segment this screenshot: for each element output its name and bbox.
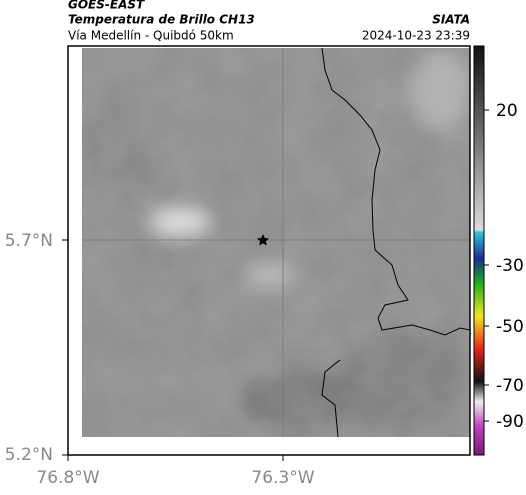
colorbar-label: -70 [496, 376, 524, 396]
subtitle: Temperatura de Brillo CH13 [68, 13, 255, 27]
colorbar-label: 20 [496, 101, 518, 121]
lon-label: 76.8°W [36, 468, 99, 488]
lon-label: 76.3°W [251, 468, 314, 488]
satellite-image [82, 48, 470, 437]
lat-label: 5.2°N [5, 445, 53, 465]
region: Vía Medellín - Quibdó 50km [68, 29, 234, 43]
datetime: 2024-10-23 23:39 [362, 29, 470, 43]
map-frame [67, 45, 471, 456]
title: GOES-EAST [68, 0, 145, 12]
source: SIATA [432, 13, 470, 27]
location-marker [257, 234, 269, 246]
colorbar [473, 45, 485, 456]
colorbar-label: -30 [496, 256, 524, 276]
colorbar-label: -50 [496, 317, 524, 337]
colorbar-ticks [484, 109, 489, 422]
colorbar-label: -90 [496, 412, 524, 432]
lat-label: 5.7°N [5, 231, 53, 251]
